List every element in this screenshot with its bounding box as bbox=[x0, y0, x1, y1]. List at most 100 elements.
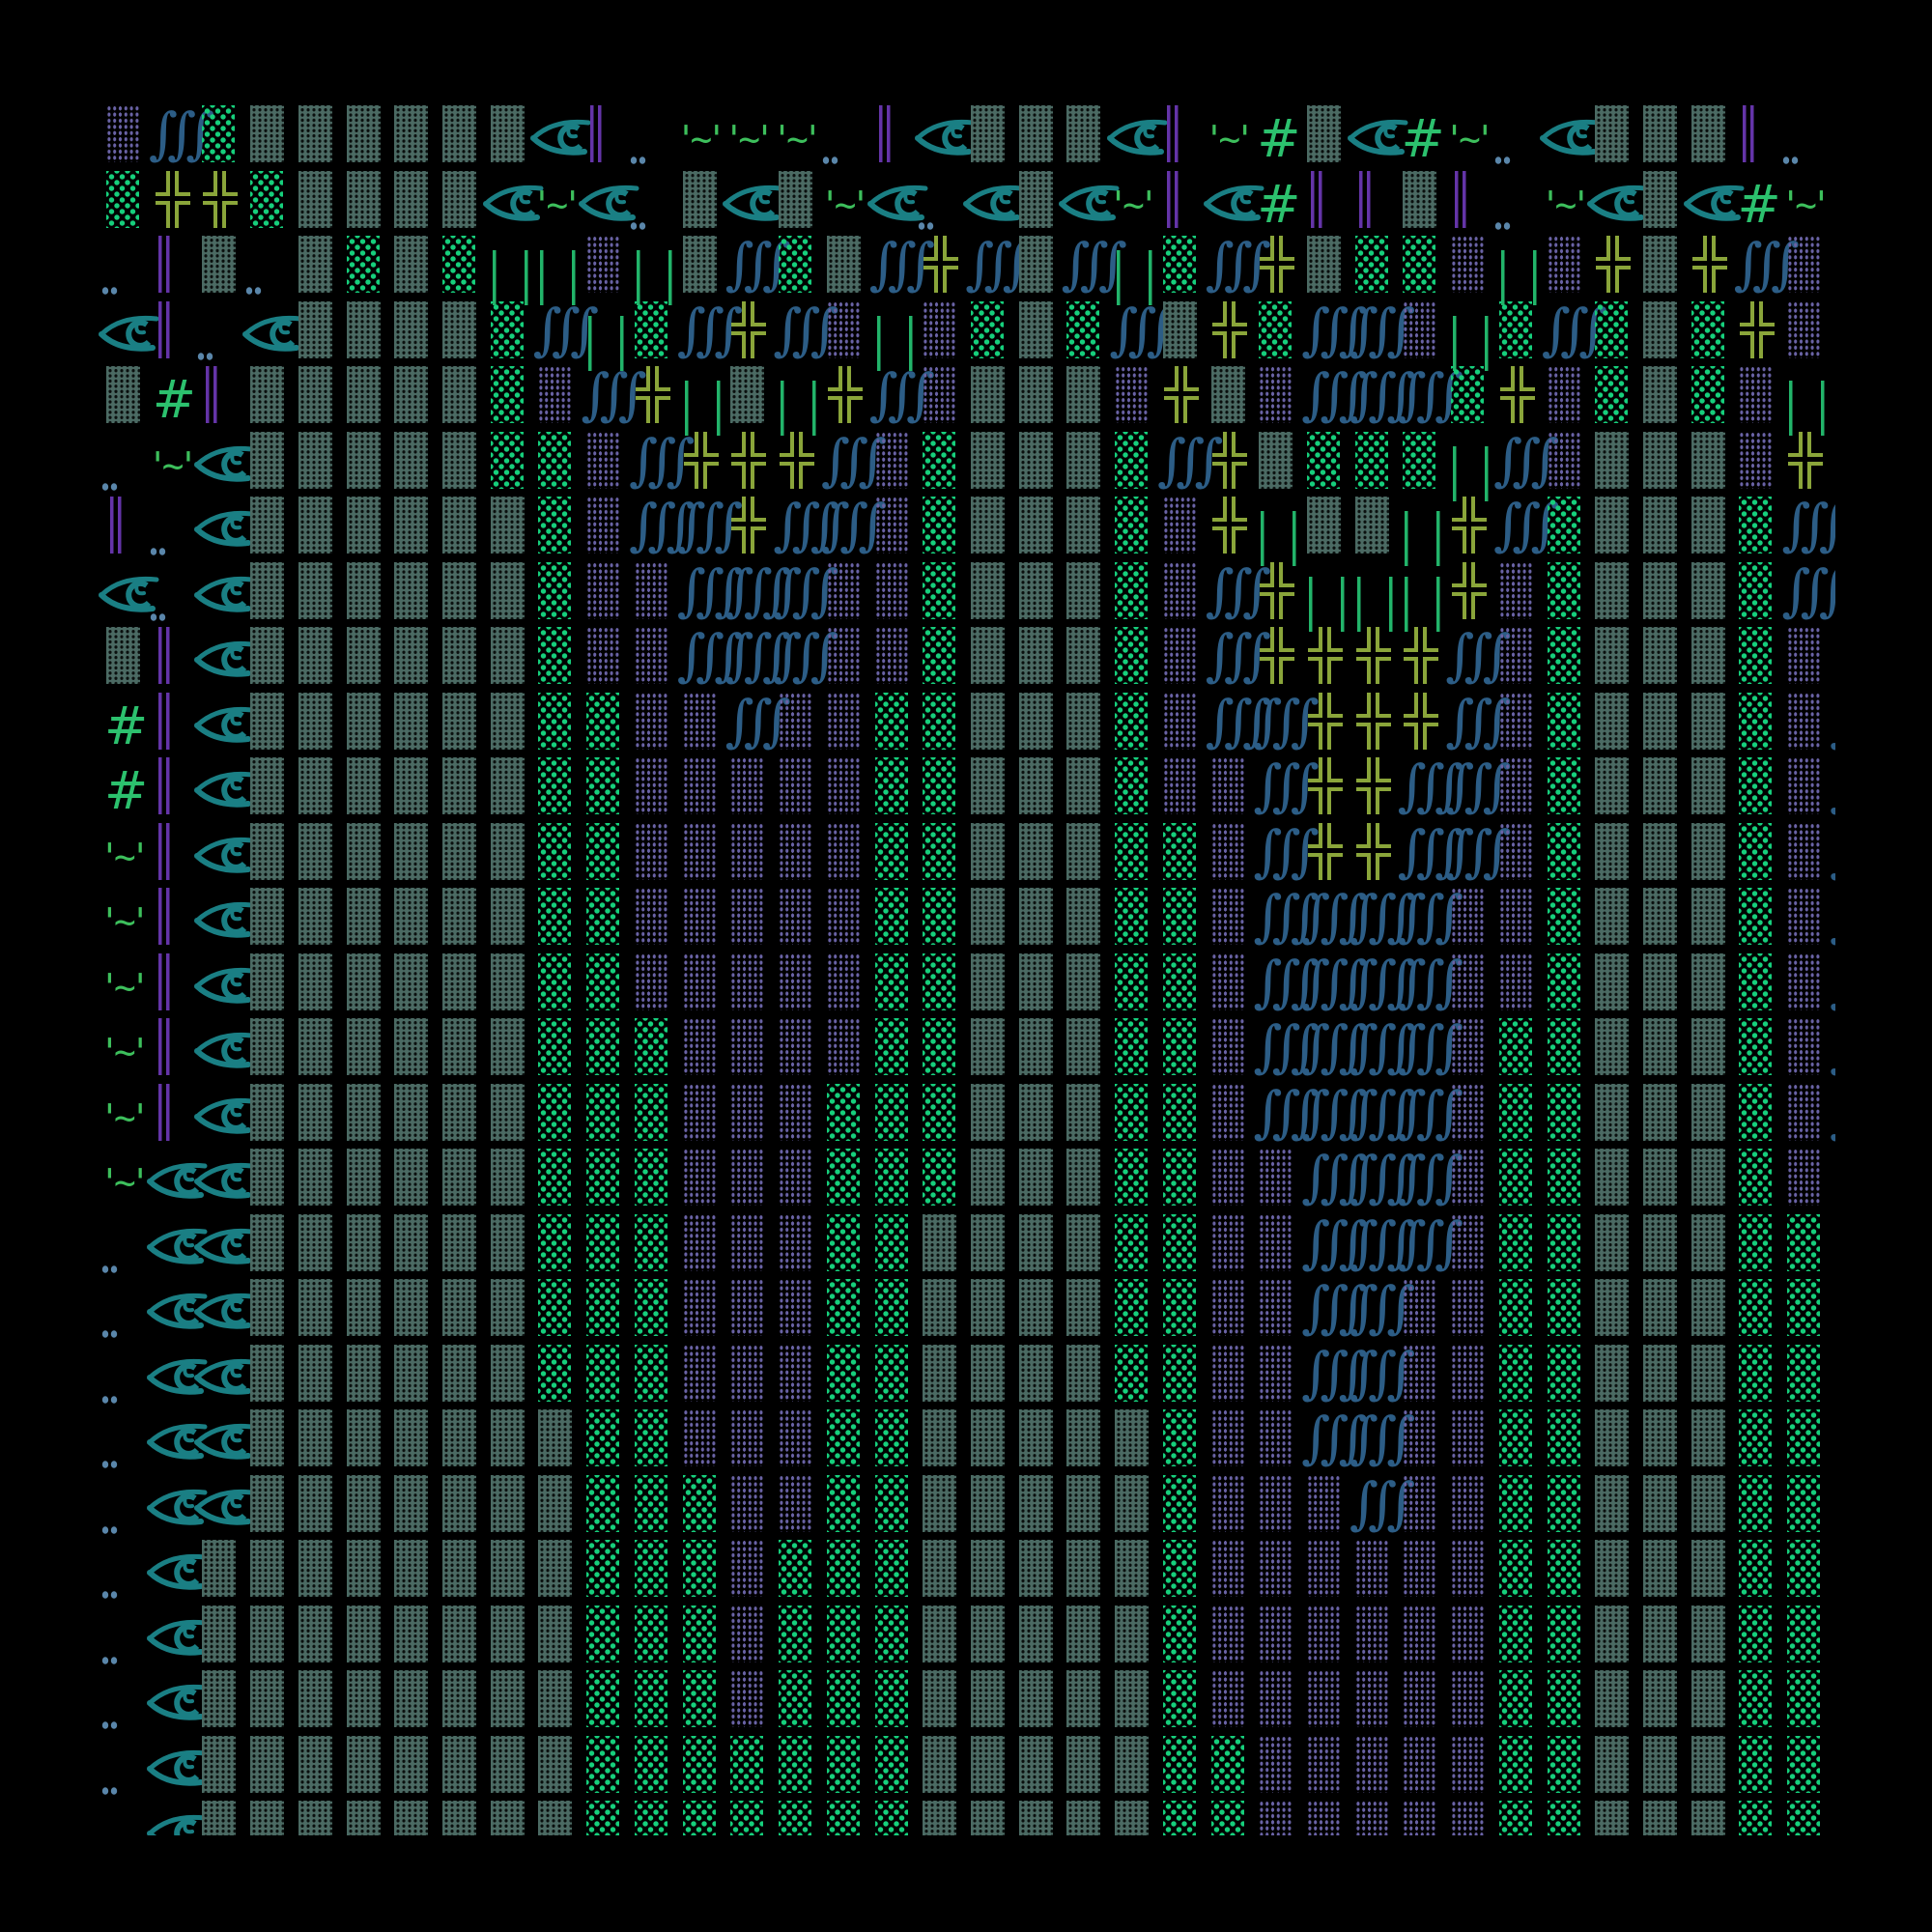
light-shade-block-mark bbox=[1259, 1213, 1293, 1271]
green-dot-block-mark bbox=[1547, 1344, 1580, 1402]
green-dot-block bbox=[1115, 1018, 1163, 1084]
pipe-pair-glyph bbox=[1451, 301, 1499, 371]
dark-shade-block bbox=[442, 561, 491, 628]
green-dot-block-mark bbox=[586, 1213, 620, 1271]
green-dot-block bbox=[538, 1344, 586, 1410]
green-dot-block bbox=[1739, 1018, 1787, 1084]
two-dot-leader-glyph-mark bbox=[919, 221, 934, 230]
light-shade-block bbox=[1498, 561, 1548, 628]
dark-shade-block-mark bbox=[394, 366, 429, 423]
green-dot-block-mark bbox=[346, 236, 380, 293]
green-dot-block-mark bbox=[1498, 1213, 1532, 1271]
pipe-pair-glyph-mark bbox=[1453, 445, 1489, 501]
green-dot-block-mark bbox=[923, 1018, 956, 1075]
triple-integral-glyph-mark: ∭ bbox=[628, 426, 696, 493]
green-dot-block-mark bbox=[634, 1279, 668, 1336]
eye-icon-mark bbox=[146, 1293, 208, 1329]
dark-shade-block-mark bbox=[1018, 757, 1053, 814]
tilde-quote-glyph-mark: '~' bbox=[99, 900, 152, 943]
dark-shade-block-mark bbox=[538, 1409, 573, 1466]
light-shade-block-mark bbox=[1451, 952, 1485, 1010]
dark-shade-block-mark bbox=[346, 1474, 381, 1532]
light-shade-block-mark bbox=[1498, 888, 1532, 945]
box-cross-glyph bbox=[827, 366, 875, 432]
dark-shade-block bbox=[1066, 1018, 1115, 1084]
green-dot-block-mark bbox=[874, 692, 908, 750]
light-shade-block-mark bbox=[682, 1083, 716, 1141]
light-shade-block-mark bbox=[730, 822, 764, 880]
dark-shade-block bbox=[250, 1670, 298, 1736]
light-shade-block bbox=[779, 952, 827, 1019]
light-shade-block bbox=[730, 1279, 779, 1345]
triple-integral-glyph: ∭ bbox=[1445, 757, 1512, 823]
light-shade-block-mark bbox=[826, 757, 860, 814]
tilde-quote-glyph: '~' bbox=[99, 1018, 155, 1084]
eye-icon bbox=[146, 1345, 208, 1410]
triple-integral-glyph-mark: ∭ bbox=[676, 556, 744, 623]
dark-shade-block bbox=[394, 822, 442, 889]
green-dot-block bbox=[874, 1670, 923, 1736]
dark-shade-block-mark bbox=[490, 497, 525, 554]
green-dot-block-mark bbox=[538, 431, 572, 489]
green-dot-block-mark bbox=[1115, 822, 1149, 880]
dark-shade-block bbox=[1595, 1540, 1643, 1605]
light-shade-block bbox=[1210, 1409, 1260, 1475]
dark-shade-block bbox=[1595, 1474, 1643, 1541]
green-dot-block bbox=[586, 692, 635, 758]
eye-icon-mark bbox=[99, 315, 159, 352]
double-bar-glyph-mark bbox=[1358, 170, 1371, 228]
green-dot-block bbox=[442, 236, 491, 301]
dark-shade-block-mark bbox=[1690, 952, 1725, 1010]
green-dot-block-mark bbox=[586, 1605, 620, 1662]
eye-icon-mark bbox=[1203, 185, 1264, 221]
green-dot-block-mark bbox=[634, 1149, 668, 1206]
triple-integral-glyph: ∭ bbox=[724, 627, 791, 693]
triple-integral-glyph: ∭ bbox=[1350, 888, 1416, 953]
dark-shade-block-mark bbox=[442, 1801, 477, 1835]
double-bar-glyph bbox=[1355, 170, 1404, 237]
green-dot-block-mark bbox=[1162, 1149, 1196, 1206]
box-cross-glyph bbox=[1259, 236, 1307, 301]
dark-shade-block bbox=[202, 1801, 250, 1835]
light-shade-block-mark bbox=[730, 952, 764, 1010]
light-shade-block bbox=[1210, 1474, 1260, 1541]
green-dot-block-mark bbox=[1403, 236, 1436, 293]
light-shade-block-mark bbox=[634, 822, 668, 880]
green-dot-block-mark bbox=[1259, 300, 1293, 358]
light-shade-block-mark bbox=[1210, 1409, 1244, 1466]
two-dot-leader-glyph bbox=[101, 1475, 155, 1541]
light-shade-block-mark bbox=[1451, 1735, 1485, 1793]
light-shade-block-mark bbox=[586, 561, 620, 619]
dark-shade-block bbox=[490, 1083, 539, 1150]
light-shade-block-mark bbox=[1403, 1279, 1436, 1336]
double-bar-glyph-mark bbox=[110, 497, 122, 554]
dark-shade-block bbox=[1066, 1670, 1115, 1736]
light-shade-block bbox=[730, 1409, 779, 1475]
green-dot-block bbox=[634, 1474, 683, 1541]
green-dot-block bbox=[1307, 431, 1355, 497]
green-dot-block-mark bbox=[586, 692, 620, 750]
light-shade-block bbox=[779, 1149, 827, 1214]
dark-shade-block-mark bbox=[250, 1149, 285, 1206]
dark-shade-block-mark bbox=[442, 757, 477, 814]
green-dot-block-mark bbox=[1498, 1344, 1532, 1402]
dark-shade-block bbox=[298, 1670, 347, 1736]
dark-shade-block bbox=[394, 1409, 442, 1475]
light-shade-block-mark bbox=[1547, 431, 1580, 489]
green-dot-block bbox=[1787, 1279, 1835, 1345]
dark-shade-block bbox=[490, 757, 539, 823]
dark-shade-block-mark bbox=[250, 627, 285, 684]
dark-shade-block bbox=[970, 1083, 1019, 1150]
dark-shade-block bbox=[1066, 1279, 1115, 1345]
dark-shade-block-mark bbox=[1643, 431, 1678, 489]
dark-shade-block-mark bbox=[1690, 1540, 1725, 1597]
light-shade-block-mark bbox=[1210, 822, 1244, 880]
green-dot-block bbox=[586, 1344, 635, 1410]
dark-shade-block bbox=[970, 1018, 1019, 1084]
dark-shade-block-mark bbox=[346, 170, 381, 228]
dark-shade-block bbox=[1066, 1344, 1115, 1410]
dark-shade-block-mark bbox=[346, 300, 381, 358]
dark-shade-block-mark bbox=[298, 692, 332, 750]
dark-shade-block-mark bbox=[250, 692, 285, 750]
green-dot-block-mark bbox=[490, 300, 524, 358]
